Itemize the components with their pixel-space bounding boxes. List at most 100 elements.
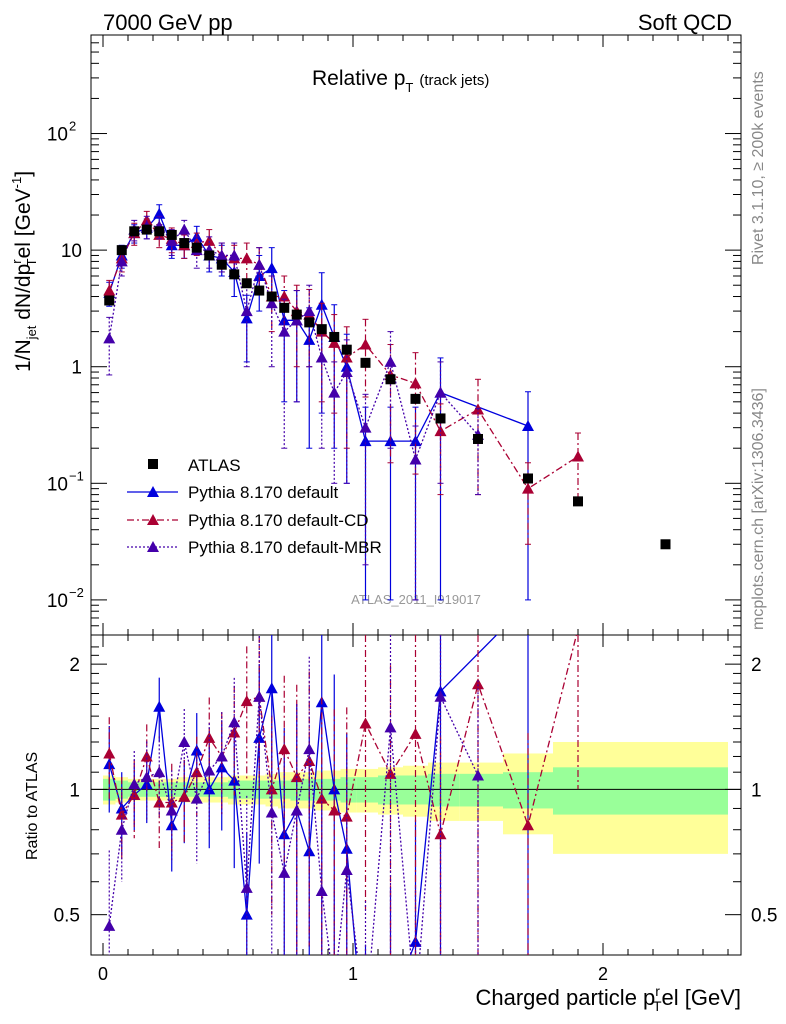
ratio-point-cd [140, 750, 153, 762]
ratio-point-cd [303, 755, 316, 767]
ratio-point-mbr [384, 721, 397, 733]
x-axis-label: Charged particle pr Tel [GeV] [476, 983, 742, 1014]
legend-cd-marker [147, 514, 159, 525]
atlas-point [166, 229, 177, 240]
atlas-point [104, 295, 115, 306]
atlas-point [129, 226, 140, 237]
ratio-point-cd [228, 726, 241, 738]
ratio-point-mbr [128, 778, 141, 790]
point-mbr [228, 249, 241, 261]
point-cd [572, 450, 584, 462]
ratio-point-cd [240, 695, 253, 707]
atlas-point [435, 413, 446, 424]
ratio-point-mbr [190, 792, 203, 804]
point-cd [328, 336, 341, 348]
y-tick-label-top-exp: 2 [69, 119, 76, 134]
header-left: 7000 GeV pp [103, 10, 233, 35]
point-mbr [315, 351, 328, 363]
atlas-point [573, 496, 583, 507]
ratio-point-cd [522, 819, 534, 831]
y-tick-label-ratio-right: 0.5 [751, 906, 777, 927]
ratio-point-mbr [303, 743, 316, 755]
legend-default-label: Pythia 8.170 default [188, 483, 339, 502]
legend-mbr-label: Pythia 8.170 default-MBR [188, 538, 382, 557]
ratio-point-mbr [215, 750, 228, 762]
ratio-point-mbr [434, 690, 447, 702]
ratio-point-mbr [140, 771, 153, 783]
ratio-point-mbr [253, 690, 266, 702]
point-default [359, 435, 372, 447]
point-mbr [303, 305, 316, 317]
ratio-point-default [153, 700, 166, 712]
ratio-point-mbr [265, 806, 278, 818]
ratio-point-default [190, 744, 203, 756]
y-tick-label-top: 10 [47, 125, 68, 146]
ratio-point-cd [328, 804, 341, 816]
rivet-label: Rivet 3.1.10, ≥ 200k events [750, 71, 767, 265]
y-axis-label-ratio: Ratio to ATLAS [24, 752, 41, 860]
point-mbr [265, 297, 278, 309]
atlas-point [216, 259, 227, 270]
point-mbr [359, 421, 372, 433]
ratio-point-cd [278, 743, 291, 755]
atlas-point [660, 539, 671, 550]
point-mbr [409, 453, 422, 465]
atlas-point [329, 331, 340, 342]
point-cd [140, 214, 153, 226]
x-tick-label: 0 [98, 964, 108, 984]
series-line-mbr [108, 225, 479, 462]
point-mbr [434, 386, 447, 398]
ratio-point-mbr [315, 884, 328, 896]
mcplots-label: mcplots.cern.ch [arXiv:1306.3436] [750, 388, 767, 630]
ratio-point-cd [359, 717, 372, 729]
atlas-points [104, 224, 671, 550]
point-mbr [103, 332, 116, 344]
point-cd [203, 234, 216, 246]
x-tick-label: 2 [598, 964, 608, 984]
ratio-point-mbr [472, 769, 484, 781]
point-mbr [328, 386, 341, 398]
ratio-point-cd [409, 727, 422, 739]
point-mbr [178, 223, 191, 235]
ratio-point-mbr [153, 766, 166, 778]
y-tick-label-ratio: 1 [69, 780, 80, 801]
ratio-point-default [140, 778, 153, 790]
atlas-point [304, 317, 315, 328]
ratio-point-mbr [203, 764, 216, 776]
point-mbr [384, 355, 397, 367]
ratio-point-mbr [278, 866, 291, 878]
plot-title: Relative pT (track jets) [312, 67, 489, 95]
legend-atlas-label: ATLAS [188, 456, 241, 475]
point-mbr [340, 366, 353, 378]
atlas-point [179, 238, 190, 249]
ratio-point-cd [472, 678, 484, 690]
atlas-point [279, 302, 290, 313]
point-cd [522, 482, 534, 494]
atlas-point [266, 291, 277, 302]
header-right: Soft QCD [638, 10, 732, 35]
ratio-point-mbr [340, 864, 353, 876]
ratio-point-cd [384, 767, 397, 779]
point-mbr [240, 305, 253, 317]
atlas-point [141, 224, 152, 235]
point-mbr [278, 325, 291, 337]
legend-default-marker [147, 486, 159, 497]
point-mbr [215, 249, 228, 261]
ratio-point-mbr [178, 735, 191, 747]
atlas-point [341, 344, 352, 355]
legend-atlas-marker [148, 459, 158, 469]
atlas-point [523, 473, 533, 484]
atlas-point [229, 269, 240, 280]
ratio-point-cd [103, 747, 116, 759]
point-cd [359, 338, 372, 350]
ratio-point-mbr [240, 881, 253, 893]
ratio-point-mbr [103, 919, 116, 931]
atlas-point [291, 309, 302, 320]
ratio-series-group [103, 635, 579, 955]
ratio-point-mbr [290, 804, 303, 816]
point-default [409, 435, 422, 447]
y-tick-label-top: 10 [61, 241, 82, 262]
y-tick-label-ratio-right: 1 [751, 780, 762, 801]
atlas-point [191, 242, 202, 253]
